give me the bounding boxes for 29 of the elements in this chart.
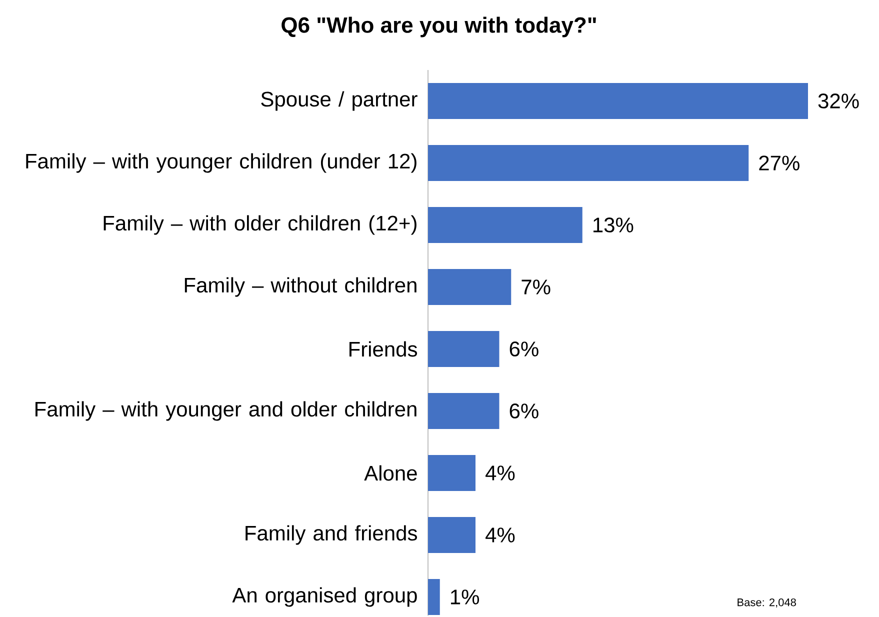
bar [428,82,808,119]
y-tick-label: Family – without children [184,277,416,297]
bar [428,392,500,429]
y-tick-label: Family and friends [246,525,417,545]
bar [428,144,749,181]
bar [428,206,582,243]
y-tick-label: Friends [349,341,418,357]
data-label: 32% [818,94,859,108]
data-label: 6% [510,404,538,418]
y-tick-label: An organised group [232,587,417,607]
bar [428,516,476,553]
y-tick-label: Family – with younger and older children [36,401,416,421]
data-label: 4% [486,466,515,480]
chart-title: Q6 "Who are you with today?" [282,16,596,38]
data-label: 13% [594,218,634,232]
y-tick-label: Family – with younger children (under 12) [26,153,416,173]
annotation: Base: 2,048 [738,598,796,608]
bar [428,268,512,305]
bar [428,330,500,367]
y-tick-label: Family – with older children (12+) [104,215,416,235]
y-tick-label: Alone [364,465,417,481]
y-tick-label: Spouse / partner [261,91,418,111]
bar [428,578,440,615]
data-label: 6% [510,342,538,356]
data-label: 7% [522,280,550,294]
bar [428,454,476,491]
data-label: 27% [759,156,800,170]
data-label: 4% [486,528,515,542]
data-label: 1% [451,590,480,604]
